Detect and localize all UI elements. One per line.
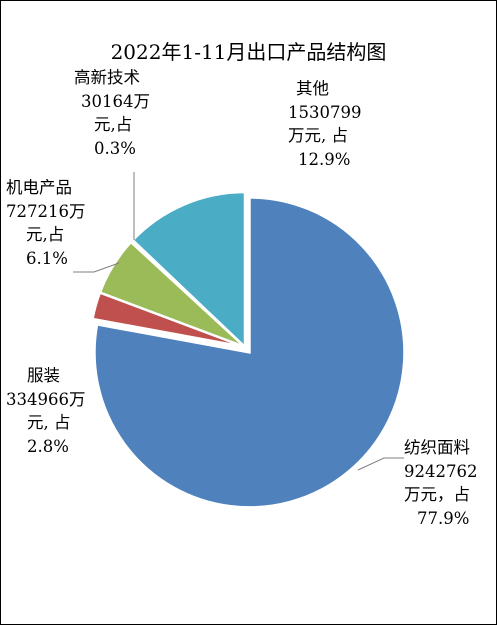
slice-label-electromechanical: 机电产品 727216万 元,占 6.1%	[6, 178, 86, 268]
slice-other	[130, 190, 247, 350]
chart-title: 2022年1-11月出口产品结构图	[110, 40, 387, 64]
leader-line-electromechanical	[73, 262, 120, 273]
leader-line-textile	[357, 457, 404, 471]
slice-label-hightech: 高新技术 30164万 元,占 0.3%	[74, 68, 150, 158]
slice-label-apparel: 服装 334966万 元, 占 2.8%	[6, 366, 86, 456]
slice-textile	[93, 196, 406, 509]
slice-label-other: 其他 1530799 万元, 占 12.9%	[288, 79, 362, 169]
slice-label-textile: 纺织面料 9242762 万元，占 77.9%	[404, 438, 478, 528]
